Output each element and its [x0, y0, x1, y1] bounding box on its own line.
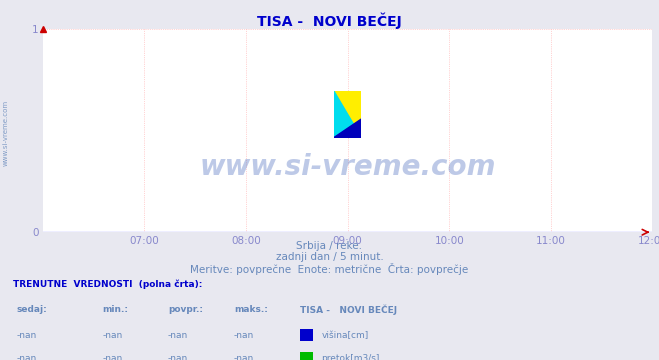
Text: višina[cm]: višina[cm]	[322, 331, 369, 340]
Text: TISA -  NOVI BEČEJ: TISA - NOVI BEČEJ	[257, 13, 402, 29]
Text: maks.:: maks.:	[234, 305, 268, 314]
Text: sedaj:: sedaj:	[16, 305, 47, 314]
Polygon shape	[334, 91, 362, 138]
Text: -nan: -nan	[168, 331, 188, 340]
Text: -nan: -nan	[16, 331, 37, 340]
Text: TRENUTNE  VREDNOSTI  (polna črta):: TRENUTNE VREDNOSTI (polna črta):	[13, 280, 202, 289]
Text: -nan: -nan	[16, 354, 37, 360]
Text: -nan: -nan	[102, 331, 123, 340]
Text: TISA -   NOVI BEČEJ: TISA - NOVI BEČEJ	[300, 304, 397, 315]
Text: min.:: min.:	[102, 305, 128, 314]
Text: -nan: -nan	[102, 354, 123, 360]
Text: www.si-vreme.com: www.si-vreme.com	[2, 100, 9, 166]
Text: -nan: -nan	[234, 354, 254, 360]
Text: -nan: -nan	[234, 331, 254, 340]
Text: povpr.:: povpr.:	[168, 305, 203, 314]
Text: pretok[m3/s]: pretok[m3/s]	[322, 354, 380, 360]
Text: Srbija / reke.: Srbija / reke.	[297, 240, 362, 251]
Polygon shape	[334, 91, 362, 138]
Text: www.si-vreme.com: www.si-vreme.com	[200, 153, 496, 181]
Polygon shape	[334, 119, 362, 138]
Text: -nan: -nan	[168, 354, 188, 360]
Text: zadnji dan / 5 minut.: zadnji dan / 5 minut.	[275, 252, 384, 262]
Text: Meritve: povprečne  Enote: metrične  Črta: povprečje: Meritve: povprečne Enote: metrične Črta:…	[190, 263, 469, 275]
